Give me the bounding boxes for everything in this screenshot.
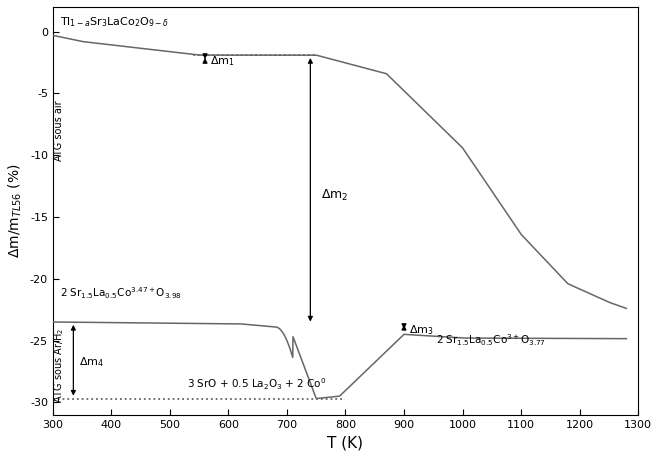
Text: $\Delta$m$_1$: $\Delta$m$_1$ <box>210 54 235 68</box>
Text: ATG sous air: ATG sous air <box>54 100 64 161</box>
Text: 3 SrO + 0.5 La$_{2}$O$_{3}$ + 2 Co$^{0}$: 3 SrO + 0.5 La$_{2}$O$_{3}$ + 2 Co$^{0}$ <box>187 377 327 393</box>
Y-axis label: $\Delta$m/m$_{TL56}$ (%): $\Delta$m/m$_{TL56}$ (%) <box>7 164 24 258</box>
Text: Tl$_{1-a}$Sr$_{3}$LaCo$_{2}$O$_{9-\delta}$: Tl$_{1-a}$Sr$_{3}$LaCo$_{2}$O$_{9-\delta… <box>60 16 169 29</box>
Text: $\Delta$m$_4$: $\Delta$m$_4$ <box>79 355 104 369</box>
Text: $\Delta$m$_2$: $\Delta$m$_2$ <box>321 187 349 202</box>
X-axis label: T (K): T (K) <box>328 435 364 450</box>
Text: ATG sous Ar/H$_2$: ATG sous Ar/H$_2$ <box>52 328 66 403</box>
Text: 2 Sr$_{1.5}$La$_{0.5}$Co$^{3+}$O$_{3.77}$: 2 Sr$_{1.5}$La$_{0.5}$Co$^{3+}$O$_{3.77}… <box>436 332 546 348</box>
Text: $\Delta$m$_3$: $\Delta$m$_3$ <box>409 323 434 337</box>
Text: 2 Sr$_{1.5}$La$_{0.5}$Co$^{3.47+}$O$_{3.98}$: 2 Sr$_{1.5}$La$_{0.5}$Co$^{3.47+}$O$_{3.… <box>60 286 182 301</box>
